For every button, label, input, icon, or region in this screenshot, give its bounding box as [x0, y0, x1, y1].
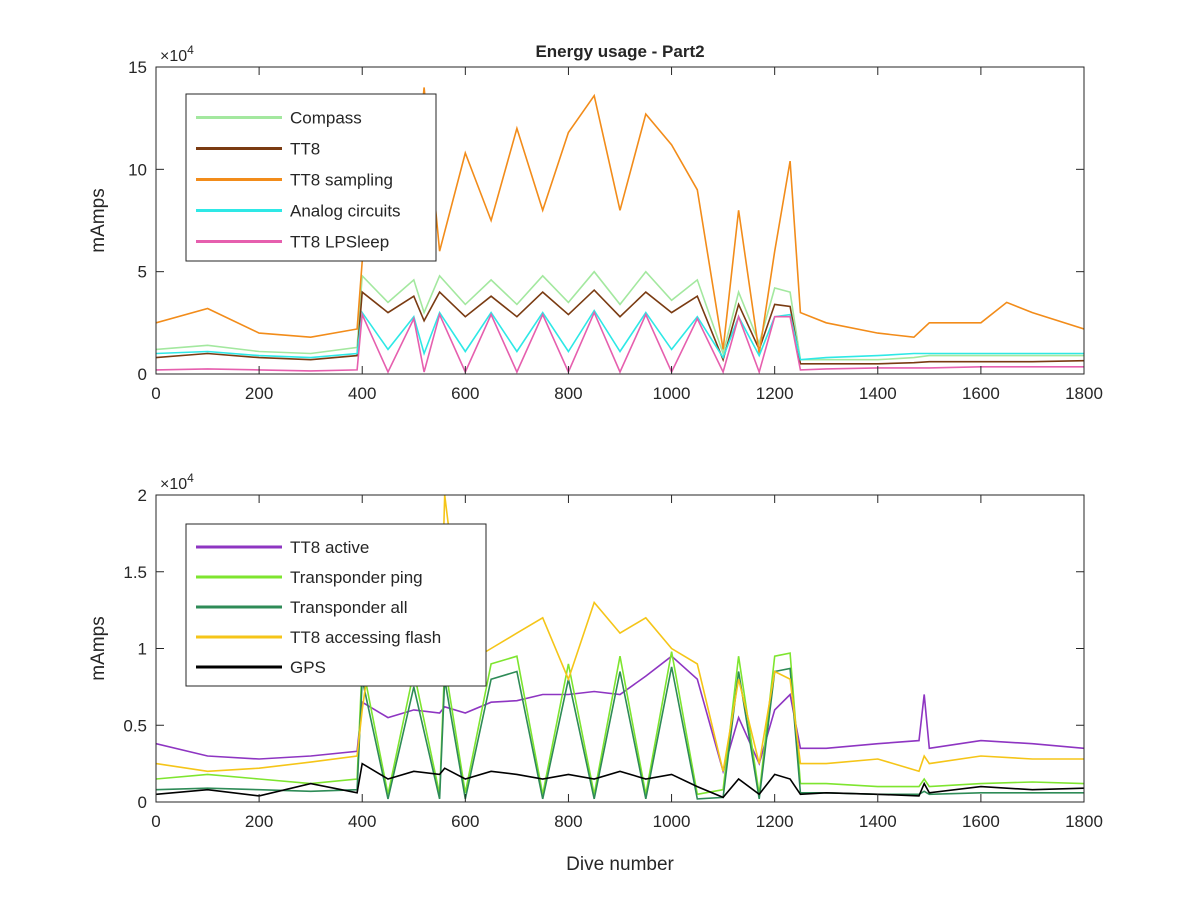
x-tick-label: 0 — [151, 812, 160, 831]
x-tick-label: 1000 — [653, 812, 691, 831]
x-tick-label: 1400 — [859, 812, 897, 831]
y-axis-label: mAmps — [88, 188, 109, 252]
y-tick-label: 1.5 — [123, 563, 147, 582]
x-tick-label: 1600 — [962, 384, 1000, 403]
x-tick-label: 600 — [451, 812, 479, 831]
y-exponent-label: ×104 — [160, 471, 194, 493]
legend-label: TT8 accessing flash — [290, 628, 441, 647]
y-tick-label: 5 — [138, 263, 147, 282]
axes-box — [155, 66, 1085, 375]
legend-label: GPS — [290, 658, 326, 677]
y-axis-label: mAmps — [88, 616, 109, 680]
x-tick-label: 1800 — [1065, 384, 1103, 403]
legend-label: Transponder all — [290, 598, 408, 617]
y-tick-label: 0 — [138, 365, 147, 384]
x-tick-label: 800 — [554, 384, 582, 403]
x-tick-label: 800 — [554, 812, 582, 831]
legend-label: TT8 — [290, 140, 320, 159]
bottom-plot-panel: 0 200 400 600 800 1000 1200 1400 1600 1800 0 0.5 1 1.… — [88, 471, 1103, 831]
x-tick-label: 1200 — [756, 384, 794, 403]
x-tick-label: 400 — [348, 812, 376, 831]
series-line-analog-circuits — [156, 309, 1084, 361]
y-tick-label: 2 — [138, 486, 147, 505]
legend-label: Transponder ping — [290, 568, 423, 587]
legend-label: Analog circuits — [290, 202, 401, 221]
x-tick-label: 200 — [245, 812, 273, 831]
y-tick-label: 15 — [128, 58, 147, 77]
series-line-tt8-active — [156, 655, 1084, 775]
legend-label: Compass — [290, 109, 362, 128]
series-line-transponder-ping — [156, 651, 1084, 796]
series-line-compass — [156, 270, 1084, 361]
x-tick-label: 1400 — [859, 384, 897, 403]
legend-label: TT8 LPSleep — [290, 233, 389, 252]
x-axis-label: Dive number — [566, 854, 674, 875]
top-plot-panel: 0 200 400 600 800 1000 1200 1400 1600 1800 0 5 10 15 ×… — [88, 43, 1103, 403]
legend-box — [185, 523, 487, 687]
y-tick-label: 1 — [138, 640, 147, 659]
legend: Compass TT8 TT8 sampling Analog circuits TT8… — [185, 93, 437, 262]
x-tick-label: 1800 — [1065, 812, 1103, 831]
x-tick-label: 1200 — [756, 812, 794, 831]
x-tick-label: 0 — [151, 384, 160, 403]
legend-label: TT8 active — [290, 538, 369, 557]
x-tick-label: 400 — [348, 384, 376, 403]
x-tick-label: 600 — [451, 384, 479, 403]
series-line-tt8-lpsleep — [156, 310, 1084, 374]
y-exponent-label: ×104 — [160, 43, 194, 65]
series-line-gps — [156, 762, 1084, 799]
x-tick-label: 1600 — [962, 812, 1000, 831]
y-tick-label: 0.5 — [123, 716, 147, 735]
series-line-tt8 — [156, 288, 1084, 365]
x-tick-label: 1000 — [653, 384, 691, 403]
legend-label: TT8 sampling — [290, 171, 393, 190]
y-tick-label: 0 — [138, 793, 147, 812]
legend-box — [185, 93, 437, 262]
x-tick-label: 200 — [245, 384, 273, 403]
y-tick-label: 10 — [128, 160, 147, 179]
chart-title: Energy usage - Part2 — [535, 42, 704, 61]
legend: TT8 active Transponder ping Transponder al… — [185, 523, 487, 687]
